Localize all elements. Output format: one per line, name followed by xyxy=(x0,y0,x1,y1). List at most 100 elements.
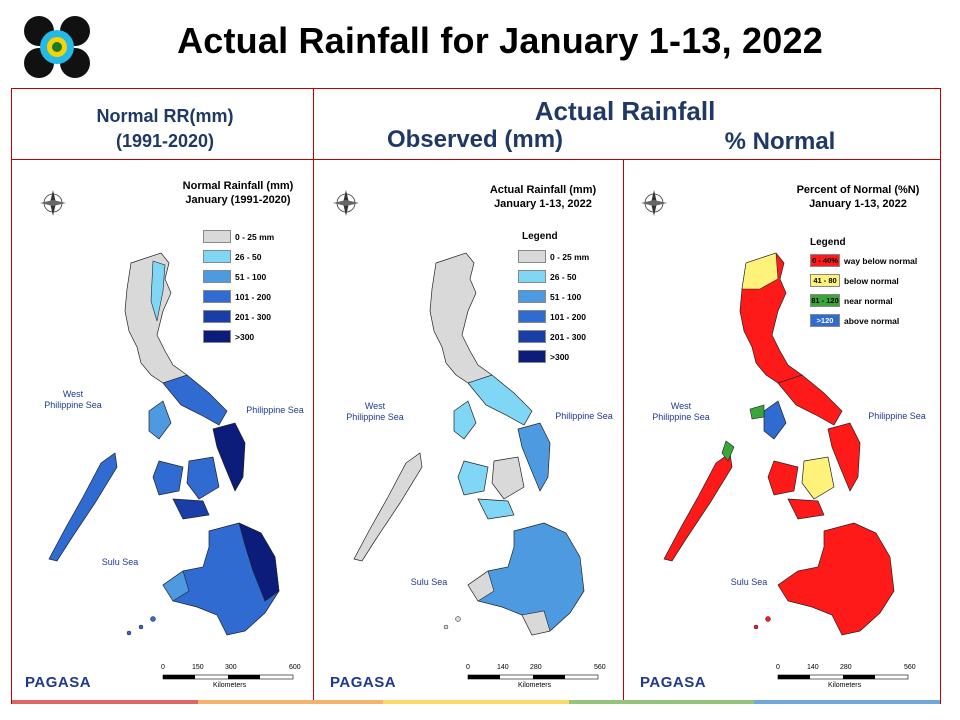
footer-bar-segment xyxy=(12,700,198,704)
legend-item: >300 xyxy=(203,329,254,344)
legend-item: 51 - 100 xyxy=(518,289,581,304)
pagasa-brand: PAGASA xyxy=(640,674,707,691)
legend-item: 101 - 200 xyxy=(518,309,586,324)
percent-normal-map: Percent of Normal (%N) January 1-13, 202… xyxy=(628,161,928,699)
percent-legend-title: Legend xyxy=(810,237,846,248)
page-title: Actual Rainfall for January 1-13, 2022 xyxy=(177,20,823,61)
legend-swatch xyxy=(518,290,546,303)
legend-swatch xyxy=(203,310,231,323)
legend-swatch: >120 xyxy=(810,314,840,327)
legend-label: 0 - 25 mm xyxy=(550,251,590,262)
scale-tick-2: 280 xyxy=(840,664,852,671)
scale-unit: Kilometers xyxy=(828,682,862,689)
scale-unit: Kilometers xyxy=(518,682,552,689)
pagasa-logo xyxy=(22,14,92,80)
divider-vertical-2 xyxy=(623,160,624,704)
observed-map-graphic xyxy=(333,190,599,680)
footer-bar-segment xyxy=(568,700,755,704)
percent-map-graphic xyxy=(641,190,909,680)
compass-icon xyxy=(333,190,359,216)
compass-icon xyxy=(641,190,667,216)
observed-legend-title: Legend xyxy=(522,231,558,242)
legend-swatch: 41 - 80 xyxy=(810,274,840,287)
scale-tick-0: 0 xyxy=(466,664,470,671)
compass-icon xyxy=(40,190,66,216)
normal-map-graphic xyxy=(40,190,294,680)
legend-label: 26 - 50 xyxy=(235,251,262,262)
legend-item: 0 - 25 mm xyxy=(518,249,589,264)
legend-swatch xyxy=(203,290,231,303)
footer-bar-segment xyxy=(383,700,569,704)
legend-item: 201 - 300 xyxy=(518,329,586,344)
legend-label: >300 xyxy=(235,331,255,342)
scale-tick-1: 140 xyxy=(497,664,509,671)
scale-tick-2: 280 xyxy=(530,664,542,671)
sulu-sea-label: Sulu Sea xyxy=(410,577,448,587)
normal-header-line2: (1991-2020) xyxy=(115,131,215,151)
legend-label: 26 - 50 xyxy=(550,271,577,282)
legend-label: 51 - 100 xyxy=(550,291,582,302)
scale-tick-3: 560 xyxy=(904,664,916,671)
philippine-sea-label: Philippine Sea xyxy=(246,405,304,415)
pagasa-brand: PAGASA xyxy=(25,674,92,691)
legend-item: 101 - 200 xyxy=(203,289,271,304)
legend-swatch: 0 - 40% xyxy=(810,254,840,267)
sulu-sea-label: Sulu Sea xyxy=(101,557,139,567)
scale-tick-0: 0 xyxy=(161,664,165,671)
legend-swatch xyxy=(518,350,546,363)
legend-swatch xyxy=(203,270,231,283)
scale-tick-3: 560 xyxy=(594,664,606,671)
legend-swatch xyxy=(203,250,231,263)
west-philippine-sea-label: West Philippine Sea xyxy=(346,401,404,422)
legend-label: near normal xyxy=(844,295,893,306)
legend-label: 51 - 100 xyxy=(235,271,267,282)
legend-swatch xyxy=(203,230,231,243)
scale-tick-0: 0 xyxy=(776,664,780,671)
normal-rainfall-map: Normal Rainfall (mm) January (1991-2020)… xyxy=(13,161,313,699)
legend-swatch xyxy=(518,330,546,343)
footer-color-bar xyxy=(12,700,940,704)
legend-label: 101 - 200 xyxy=(550,311,586,322)
scale-unit: Kilometers xyxy=(213,682,247,689)
scale-tick-1: 140 xyxy=(807,664,819,671)
legend-item: >300 xyxy=(518,349,569,364)
legend-swatch xyxy=(518,310,546,323)
legend-item: 0 - 25 mm xyxy=(203,229,274,244)
normal-map-title: Normal Rainfall (mm) January (1991-2020) xyxy=(182,180,294,206)
west-philippine-sea-label: West Philippine Sea xyxy=(652,401,710,422)
legend-item: 26 - 50 xyxy=(203,249,261,264)
divider-vertical-1 xyxy=(313,88,314,704)
normal-header: Normal RR(mm) (1991-2020) xyxy=(20,104,310,154)
percent-header: % Normal xyxy=(724,128,836,155)
legend-item: 81 - 120 near normal xyxy=(810,293,893,308)
legend-item: 51 - 100 xyxy=(203,269,266,284)
normal-header-line1: Normal RR(mm) xyxy=(96,106,234,126)
legend-item: >120 above normal xyxy=(810,313,899,328)
legend-label: way below normal xyxy=(844,255,918,266)
legend-label: below normal xyxy=(844,275,899,286)
percent-map-title: Percent of Normal (%N) January 1-13, 202… xyxy=(796,184,920,210)
observed-rainfall-map: Actual Rainfall (mm) January 1-13, 2022 … xyxy=(318,161,618,699)
scale-tick-2: 300 xyxy=(225,664,237,671)
observed-header: Observed (mm) xyxy=(386,126,564,153)
legend-item: 26 - 50 xyxy=(518,269,576,284)
legend-swatch xyxy=(518,270,546,283)
west-philippine-sea-label: West Philippine Sea xyxy=(44,389,102,410)
actual-header: Actual Rainfall xyxy=(534,96,716,126)
legend-label: 101 - 200 xyxy=(235,291,271,302)
footer-bar-segment xyxy=(197,700,384,704)
legend-label: 201 - 300 xyxy=(235,311,271,322)
legend-label: 0 - 25 mm xyxy=(235,231,275,242)
legend-swatch: 81 - 120 xyxy=(810,294,840,307)
pagasa-brand: PAGASA xyxy=(330,674,397,691)
scale-bar xyxy=(162,674,294,680)
scale-tick-1: 150 xyxy=(192,664,204,671)
legend-swatch xyxy=(518,250,546,263)
philippine-sea-label: Philippine Sea xyxy=(555,411,613,421)
observed-map-title: Actual Rainfall (mm) January 1-13, 2022 xyxy=(489,184,597,210)
scale-bar xyxy=(467,674,599,680)
divider-horizontal xyxy=(11,159,941,160)
legend-item: 41 - 80 below normal xyxy=(810,273,899,288)
footer-bar-segment xyxy=(754,700,940,704)
legend-label: 201 - 300 xyxy=(550,331,586,342)
